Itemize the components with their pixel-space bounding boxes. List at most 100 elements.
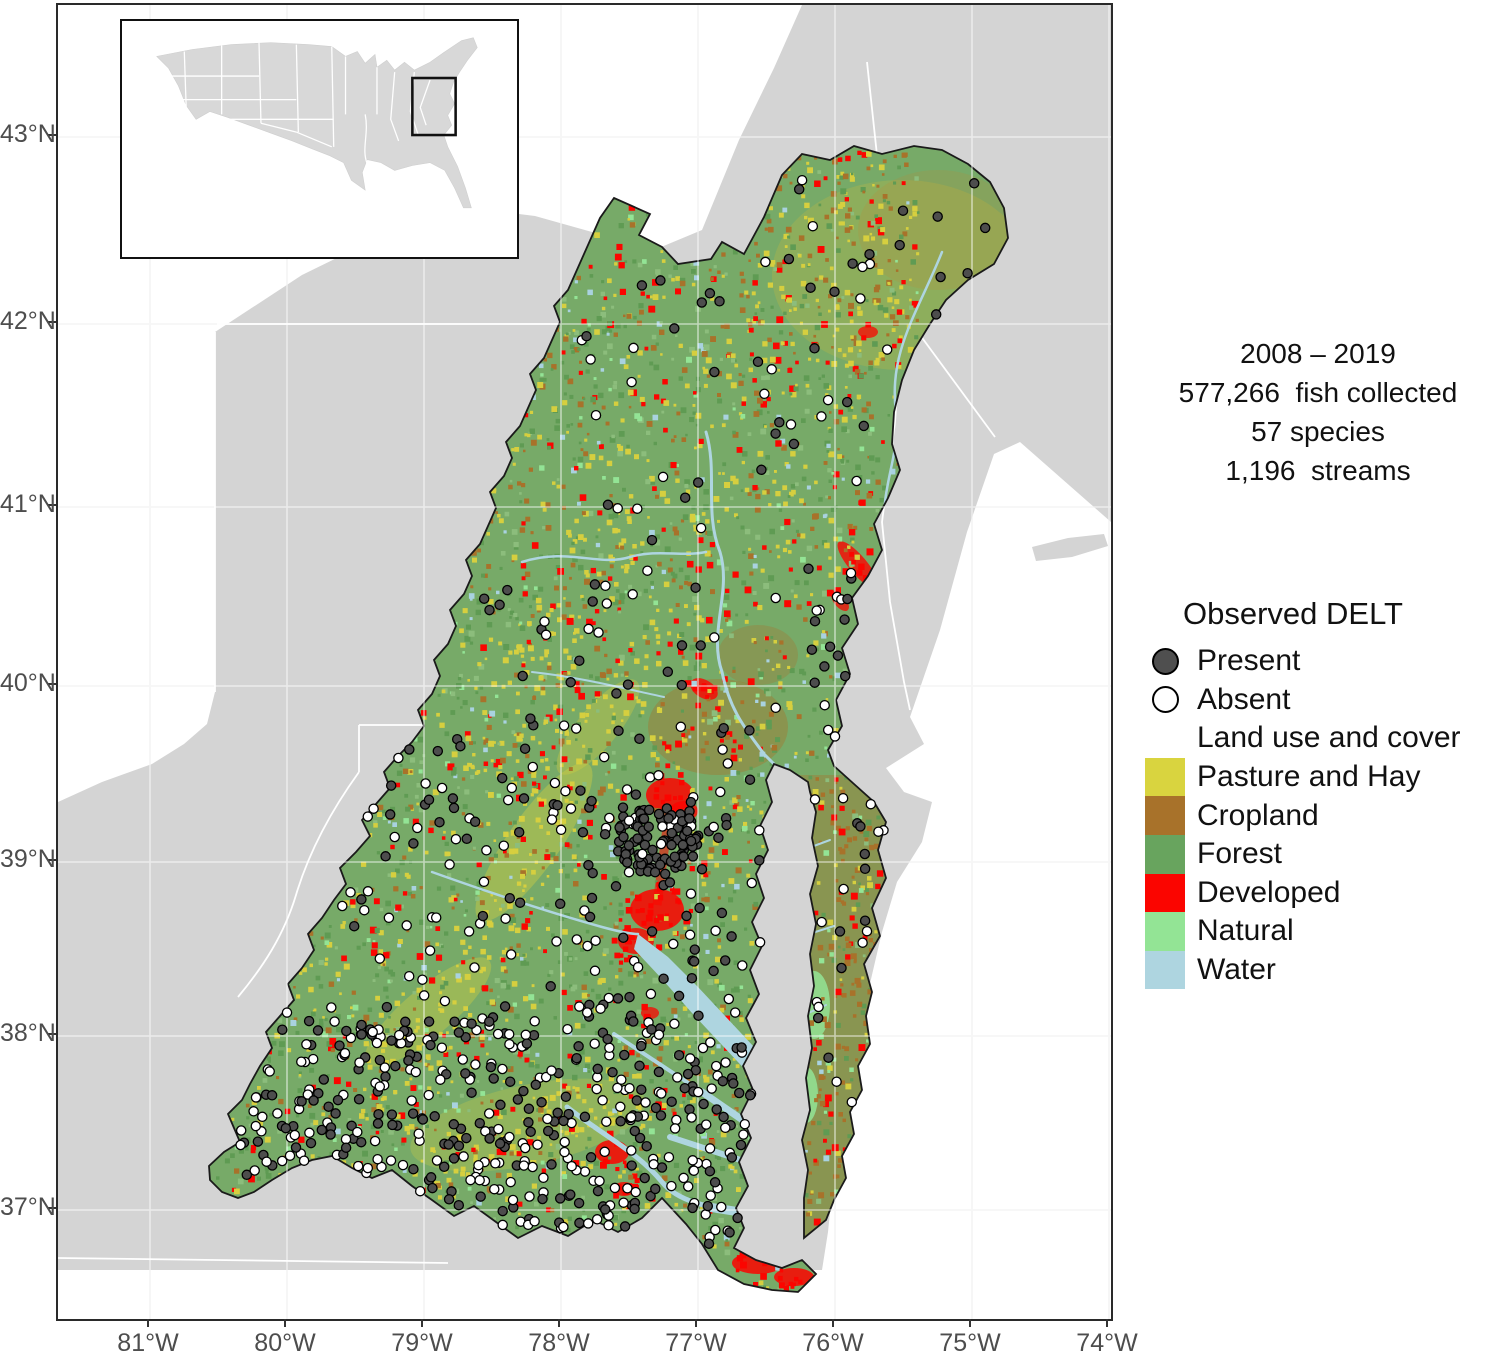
sample-site-present <box>318 1074 330 1085</box>
sample-site-present <box>581 330 592 342</box>
sample-site-absent <box>435 1074 446 1085</box>
sample-site-present <box>655 1110 667 1121</box>
sample-site-absent <box>653 770 664 781</box>
sample-site-present <box>687 1202 698 1214</box>
landuse-header-spacer <box>1145 719 1185 758</box>
sample-site-present <box>682 1068 694 1080</box>
sample-site-present <box>404 744 415 755</box>
sample-site-present <box>387 1119 398 1131</box>
sample-site-absent <box>339 1047 351 1059</box>
sample-site-absent <box>603 1220 614 1231</box>
sample-site-absent <box>362 886 374 897</box>
y-tick-label: 39°N <box>0 845 56 873</box>
sample-site-absent <box>500 913 511 924</box>
sample-site-present <box>806 644 818 655</box>
sample-site-present <box>619 1221 631 1232</box>
sample-site-present <box>443 1139 454 1150</box>
sample-site-absent <box>666 1180 677 1192</box>
sample-site-present <box>859 848 871 860</box>
sample-site-absent <box>492 1028 504 1040</box>
sample-site-absent <box>700 1119 712 1130</box>
sample-site-absent <box>298 1155 310 1166</box>
sample-site-absent <box>626 1145 637 1156</box>
sample-site-absent <box>595 1003 606 1014</box>
sample-site-absent <box>418 990 430 1001</box>
sample-site-present <box>855 821 866 832</box>
sample-site-present <box>718 1111 729 1123</box>
sample-site-present <box>836 962 847 974</box>
sample-site-present <box>684 813 695 824</box>
sample-site-present <box>417 1114 429 1125</box>
sample-site-present <box>650 1102 662 1114</box>
stats-annotation: 2008 – 2019 577,266 fish collected 57 sp… <box>1136 334 1500 490</box>
sample-site-present <box>563 1108 574 1120</box>
sample-site-present <box>332 1094 344 1106</box>
sample-site-present <box>643 804 655 816</box>
sample-site-absent <box>770 592 781 604</box>
sample-site-absent <box>672 1072 683 1083</box>
sample-site-present <box>461 833 473 845</box>
x-tick-mark <box>969 1319 971 1327</box>
sample-site-present <box>774 417 785 428</box>
sample-site-present <box>266 1090 278 1101</box>
sample-site-present <box>622 679 634 690</box>
sample-site-present <box>423 1016 435 1027</box>
sample-site-present <box>443 1194 455 1205</box>
sample-site-present <box>639 1172 650 1184</box>
sample-site-absent <box>822 724 834 736</box>
sample-site-absent <box>519 1142 531 1154</box>
water-swatch <box>1145 950 1185 990</box>
y-tick-mark <box>48 1207 56 1209</box>
sample-site-absent <box>546 814 558 825</box>
sample-site-present <box>664 877 676 888</box>
sample-site-present <box>659 868 671 880</box>
sample-site-absent <box>527 1161 538 1173</box>
sample-site-present <box>752 356 764 368</box>
sample-site-absent <box>393 1029 405 1041</box>
x-tick-mark <box>284 1319 286 1327</box>
sample-site-present <box>554 898 566 910</box>
sample-site-absent <box>657 821 668 832</box>
sample-site-absent <box>710 925 721 937</box>
sample-site-present <box>839 670 851 682</box>
sample-site-absent <box>503 1028 515 1040</box>
sample-site-present <box>519 743 531 754</box>
x-tick-label: 75°W <box>939 1329 1001 1357</box>
sample-site-present <box>726 1152 738 1163</box>
sample-site-absent <box>423 1089 434 1101</box>
sample-site-present <box>494 599 505 611</box>
sample-sites <box>235 174 991 1249</box>
sample-site-present <box>448 1153 460 1164</box>
sample-site-present <box>638 813 650 824</box>
sample-site-absent <box>463 926 475 937</box>
sample-site-present <box>475 1191 486 1202</box>
sample-site-present <box>380 851 391 862</box>
sample-site-present <box>517 670 528 682</box>
sample-site-absent <box>565 803 577 814</box>
sample-site-present <box>702 1200 714 1212</box>
sample-site-present <box>386 1035 397 1046</box>
sample-site-absent <box>301 1039 312 1050</box>
sample-site-present <box>704 288 716 299</box>
sample-site-absent <box>656 1088 667 1099</box>
sample-site-absent <box>760 256 771 268</box>
sample-site-present <box>732 1212 743 1224</box>
sample-site-present <box>979 222 991 234</box>
legend-title: Observed DELT <box>1183 596 1403 631</box>
sample-site-absent <box>600 580 611 592</box>
sample-site-present <box>656 1162 668 1173</box>
sample-site-absent <box>367 1026 378 1038</box>
sample-site-absent <box>628 342 639 354</box>
sample-site-present <box>834 926 846 937</box>
natural-swatch <box>1145 912 1185 951</box>
sample-site-present <box>612 993 624 1004</box>
sample-site-present <box>560 1091 572 1103</box>
sample-site-absent <box>746 877 758 889</box>
sample-site-present <box>649 866 661 878</box>
sample-site-present <box>607 1067 618 1078</box>
y-tick-label: 38°N <box>0 1019 56 1047</box>
sample-site-present <box>495 1099 506 1111</box>
sample-site-absent <box>637 848 648 860</box>
sample-site-present <box>386 1109 398 1120</box>
